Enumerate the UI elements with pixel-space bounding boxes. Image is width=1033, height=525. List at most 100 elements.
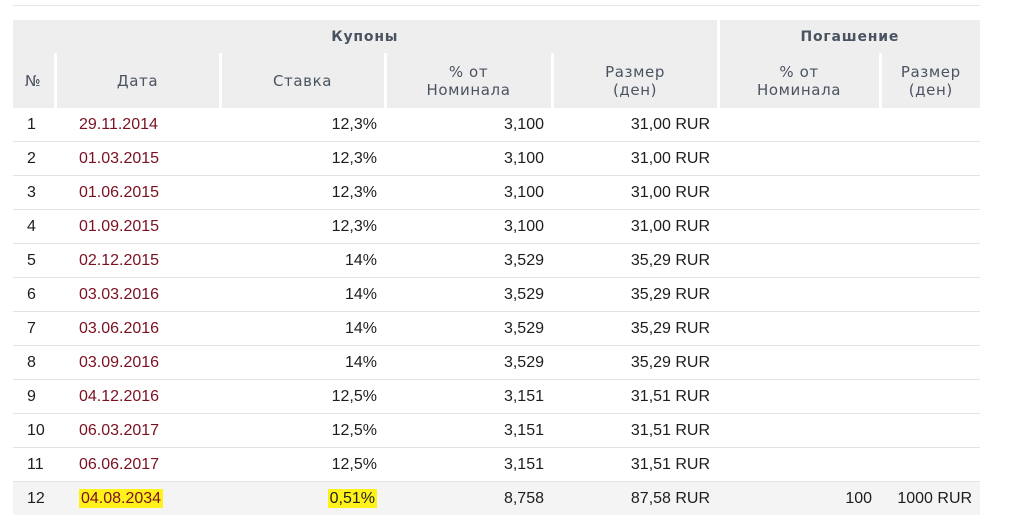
cell-redemption-pct: [718, 209, 881, 244]
cell-date: 04.08.2034: [55, 481, 220, 515]
table-header: Купоны Погашение № Дата Ставка % от Номи…: [13, 20, 981, 108]
table-body: 1 29.11.2014 12,3% 3,100 31,00 RUR 2 01.03.201…: [13, 108, 981, 515]
cell-redemption-pct: [718, 413, 881, 448]
cell-redemption-size: [880, 141, 981, 176]
cell-date-text: 02.12.2015: [79, 251, 160, 269]
cell-size: 31,00 RUR: [552, 175, 719, 210]
cell-date-text: 03.09.2016: [79, 353, 160, 371]
cell-pct-nominal: 3,529: [385, 243, 552, 278]
cell-redemption-size: [880, 345, 981, 380]
table-row: 11 06.06.2017 12,5% 3,151 31,51 RUR: [13, 447, 981, 482]
col-header-pct-nominal-line2: Номинала: [426, 80, 511, 99]
cell-redemption-size: [880, 243, 981, 278]
cell-rate-text: 14%: [344, 319, 377, 337]
cell-number: 9: [13, 379, 55, 414]
col-header-date: Дата: [53, 53, 220, 108]
cell-date: 04.12.2016: [55, 379, 220, 414]
cell-date: 29.11.2014: [55, 108, 220, 142]
cell-number-text: 9: [27, 387, 36, 405]
cell-pct-nominal: 3,151: [385, 413, 552, 448]
table-row: 1 29.11.2014 12,3% 3,100 31,00 RUR: [13, 108, 981, 142]
cell-size: 31,51 RUR: [552, 379, 719, 414]
col-header-redemption-size: Размер (ден): [878, 53, 981, 108]
cell-date-text: 06.06.2017: [79, 455, 160, 473]
cell-number-text: 3: [27, 183, 36, 201]
table-row: 10 06.03.2017 12,5% 3,151 31,51 RUR: [13, 413, 981, 448]
cell-pct-nominal: 3,100: [385, 209, 552, 244]
top-divider: [13, 5, 980, 6]
cell-number: 5: [13, 243, 55, 278]
cell-pct-nominal: 8,758: [385, 481, 552, 515]
cell-pct-nominal-text: 3,151: [503, 455, 544, 473]
cell-date: 01.09.2015: [55, 209, 220, 244]
cell-size: 31,51 RUR: [552, 413, 719, 448]
cell-redemption-size: [880, 108, 981, 142]
cell-number-text: 6: [27, 285, 36, 303]
cell-size-text: 35,29 RUR: [630, 353, 711, 371]
cell-pct-nominal: 3,100: [385, 175, 552, 210]
cell-redemption-size-text: 1000 RUR: [897, 489, 973, 507]
cell-rate-text: 12,5%: [331, 455, 377, 473]
cell-redemption-pct: [718, 108, 881, 142]
cell-date: 06.06.2017: [55, 447, 220, 482]
coupon-schedule-table: Купоны Погашение № Дата Ставка % от Номи…: [13, 20, 981, 515]
cell-number-text: 4: [27, 217, 36, 235]
cell-date-text: 01.06.2015: [79, 183, 160, 201]
cell-rate: 12,3%: [220, 141, 385, 176]
cell-size-text: 35,29 RUR: [630, 285, 711, 303]
cell-pct-nominal-text: 3,529: [503, 353, 544, 371]
cell-date-text: 03.03.2016: [79, 285, 160, 303]
cell-rate-text: 12,5%: [331, 387, 377, 405]
cell-rate-text: 14%: [344, 353, 377, 371]
cell-redemption-size: [880, 311, 981, 346]
cell-number: 2: [13, 141, 55, 176]
cell-pct-nominal-text: 3,151: [503, 387, 544, 405]
cell-size: 35,29 RUR: [552, 277, 719, 312]
cell-size: 35,29 RUR: [552, 243, 719, 278]
cell-date: 01.03.2015: [55, 141, 220, 176]
cell-redemption-pct: [718, 175, 881, 210]
cell-rate-text: 12,3%: [331, 149, 377, 167]
cell-size: 31,51 RUR: [552, 447, 719, 482]
cell-number: 4: [13, 209, 55, 244]
table-row: 5 02.12.2015 14% 3,529 35,29 RUR: [13, 243, 981, 278]
col-header-rate: Ставка: [218, 53, 385, 108]
col-header-redemption-pct-line2: Номинала: [756, 80, 842, 99]
cell-size-text: 31,51 RUR: [630, 387, 711, 405]
cell-rate: 12,5%: [220, 447, 385, 482]
group-redemption-header: Погашение: [716, 20, 981, 53]
cell-rate: 14%: [220, 277, 385, 312]
cell-pct-nominal-text: 8,758: [503, 489, 544, 507]
cell-date: 02.12.2015: [55, 243, 220, 278]
cell-date: 06.03.2017: [55, 413, 220, 448]
cell-pct-nominal: 3,151: [385, 447, 552, 482]
cell-pct-nominal: 3,529: [385, 345, 552, 380]
cell-number: 8: [13, 345, 55, 380]
cell-size: 87,58 RUR: [552, 481, 719, 515]
cell-redemption-pct: 100: [718, 481, 881, 515]
cell-number: 3: [13, 175, 55, 210]
cell-size: 31,00 RUR: [552, 141, 719, 176]
cell-redemption-size: [880, 413, 981, 448]
table-row: 12 04.08.2034 0,51% 8,758 87,58 RUR 100 1000 R…: [13, 481, 981, 515]
cell-number: 7: [13, 311, 55, 346]
cell-number-text: 11: [27, 455, 44, 473]
table-row: 9 04.12.2016 12,5% 3,151 31,51 RUR: [13, 379, 981, 414]
cell-rate: 0,51%: [220, 481, 385, 515]
cell-redemption-pct: [718, 379, 881, 414]
col-header-size: Размер (ден): [550, 53, 719, 108]
cell-redemption-pct-text: 100: [845, 489, 873, 507]
col-header-number: №: [13, 53, 55, 108]
cell-rate-text: 12,5%: [331, 421, 377, 439]
cell-pct-nominal-text: 3,100: [503, 183, 544, 201]
cell-number: 6: [13, 277, 55, 312]
cell-size: 35,29 RUR: [552, 345, 719, 380]
cell-pct-nominal-text: 3,529: [503, 251, 544, 269]
cell-pct-nominal: 3,529: [385, 277, 552, 312]
cell-redemption-pct: [718, 311, 881, 346]
table-row: 6 03.03.2016 14% 3,529 35,29 RUR: [13, 277, 981, 312]
table-row: 7 03.06.2016 14% 3,529 35,29 RUR: [13, 311, 981, 346]
col-header-redemption-size-line1: Размер: [900, 62, 961, 81]
cell-rate: 14%: [220, 243, 385, 278]
col-header-redemption-pct: % от Номинала: [716, 53, 881, 108]
